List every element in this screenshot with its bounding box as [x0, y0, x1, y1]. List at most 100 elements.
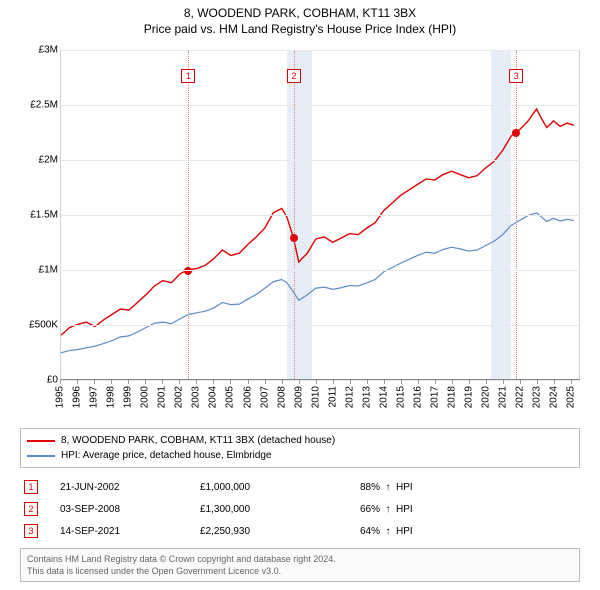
transaction-price: £1,000,000 [200, 482, 330, 493]
y-tick-label: £3M [10, 45, 58, 56]
chart-area: 123 £0£500K£1M£1.5M£2M£2.5M£3M1995199619… [10, 42, 590, 422]
legend: 8, WOODEND PARK, COBHAM, KT11 3BX (detac… [20, 428, 580, 468]
title-subtitle: Price paid vs. HM Land Registry's House … [8, 22, 592, 36]
legend-label: HPI: Average price, detached house, Elmb… [61, 450, 272, 461]
y-tick-label: £0 [10, 375, 58, 386]
x-tick-mark [265, 380, 266, 384]
transaction-hpi-label: HPI [396, 504, 436, 515]
transaction-pct: 64% [330, 526, 380, 537]
x-tick-mark [452, 380, 453, 384]
legend-label: 8, WOODEND PARK, COBHAM, KT11 3BX (detac… [61, 435, 335, 446]
x-tick-mark [503, 380, 504, 384]
x-tick-label: 2021 [498, 386, 509, 408]
y-gridline [60, 215, 580, 216]
x-tick-label: 2025 [566, 386, 577, 408]
x-tick-label: 2012 [344, 386, 355, 408]
x-tick-label: 2015 [395, 386, 406, 408]
x-tick-mark [435, 380, 436, 384]
transaction-price: £1,300,000 [200, 504, 330, 515]
x-tick-label: 2016 [413, 386, 424, 408]
x-tick-mark [350, 380, 351, 384]
x-tick-mark [162, 380, 163, 384]
y-gridline [60, 160, 580, 161]
chart-title-block: 8, WOODEND PARK, COBHAM, KT11 3BX Price … [8, 6, 592, 36]
x-tick-label: 2006 [242, 386, 253, 408]
legend-swatch [27, 440, 55, 442]
x-tick-label: 2013 [361, 386, 372, 408]
y-gridline [60, 380, 580, 381]
x-tick-label: 2011 [327, 386, 338, 408]
transaction-pct: 88% [330, 482, 380, 493]
y-tick-label: £1.5M [10, 210, 58, 221]
x-tick-label: 2018 [447, 386, 458, 408]
y-gridline [60, 50, 580, 51]
x-tick-mark [554, 380, 555, 384]
transaction-pct: 66% [330, 504, 380, 515]
x-tick-mark [418, 380, 419, 384]
transaction-date: 14-SEP-2021 [60, 526, 200, 537]
y-gridline [60, 325, 580, 326]
x-tick-label: 2003 [191, 386, 202, 408]
attribution-line1: Contains HM Land Registry data © Crown c… [27, 553, 573, 565]
x-tick-label: 1999 [123, 386, 134, 408]
transaction-dot [290, 234, 298, 242]
x-tick-mark [333, 380, 334, 384]
transaction-table: 121-JUN-2002£1,000,00088%↑HPI203-SEP-200… [20, 476, 580, 542]
transaction-dot [512, 129, 520, 137]
transaction-row: 121-JUN-2002£1,000,00088%↑HPI [20, 476, 580, 498]
x-tick-mark [94, 380, 95, 384]
x-tick-mark [401, 380, 402, 384]
x-tick-label: 2024 [549, 386, 560, 408]
x-tick-mark [367, 380, 368, 384]
y-tick-label: £2M [10, 155, 58, 166]
x-tick-label: 2019 [464, 386, 475, 408]
x-tick-mark [230, 380, 231, 384]
x-tick-label: 2017 [430, 386, 441, 408]
transaction-marker-box: 2 [287, 69, 301, 83]
transaction-date: 21-JUN-2002 [60, 482, 200, 493]
x-tick-mark [520, 380, 521, 384]
transaction-row: 203-SEP-2008£1,300,00066%↑HPI [20, 498, 580, 520]
x-tick-label: 2020 [481, 386, 492, 408]
series-property [61, 109, 574, 335]
up-arrow-icon: ↑ [380, 482, 396, 493]
x-tick-label: 1998 [106, 386, 117, 408]
transaction-hpi-label: HPI [396, 526, 436, 537]
transaction-hpi-label: HPI [396, 482, 436, 493]
x-tick-mark [316, 380, 317, 384]
x-tick-mark [77, 380, 78, 384]
x-tick-mark [145, 380, 146, 384]
x-tick-label: 1995 [55, 386, 66, 408]
x-tick-label: 2001 [157, 386, 168, 408]
up-arrow-icon: ↑ [380, 526, 396, 537]
x-tick-mark [248, 380, 249, 384]
x-tick-mark [537, 380, 538, 384]
legend-item: 8, WOODEND PARK, COBHAM, KT11 3BX (detac… [27, 433, 573, 448]
y-tick-label: £1M [10, 265, 58, 276]
x-tick-mark [196, 380, 197, 384]
x-tick-mark [469, 380, 470, 384]
x-tick-label: 2009 [293, 386, 304, 408]
title-address: 8, WOODEND PARK, COBHAM, KT11 3BX [8, 6, 592, 20]
transaction-marker-box: 3 [509, 69, 523, 83]
x-tick-label: 1997 [89, 386, 100, 408]
transaction-index-box: 2 [24, 502, 38, 516]
x-tick-label: 2023 [532, 386, 543, 408]
x-tick-label: 2000 [140, 386, 151, 408]
x-tick-label: 2002 [174, 386, 185, 408]
x-tick-label: 2014 [378, 386, 389, 408]
x-tick-label: 2022 [515, 386, 526, 408]
x-tick-label: 2005 [225, 386, 236, 408]
x-tick-mark [111, 380, 112, 384]
x-tick-mark [299, 380, 300, 384]
x-tick-mark [282, 380, 283, 384]
legend-swatch [27, 455, 55, 457]
y-gridline [60, 270, 580, 271]
x-tick-mark [486, 380, 487, 384]
transaction-marker-box: 1 [181, 69, 195, 83]
transaction-price: £2,250,930 [200, 526, 330, 537]
x-tick-label: 2004 [208, 386, 219, 408]
x-tick-mark [571, 380, 572, 384]
attribution-line2: This data is licensed under the Open Gov… [27, 565, 573, 577]
x-tick-mark [60, 380, 61, 384]
